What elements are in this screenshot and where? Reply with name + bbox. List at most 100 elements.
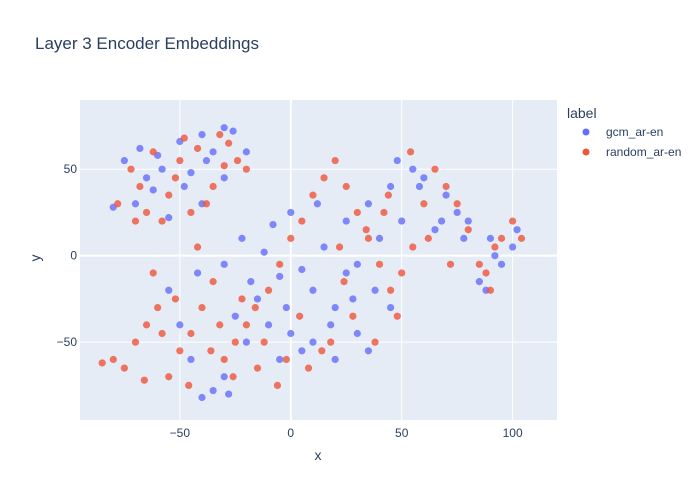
point-gcm_ar-en: [491, 252, 499, 260]
point-gcm_ar-en: [209, 148, 217, 156]
point-gcm_ar-en: [464, 217, 472, 225]
point-gcm_ar-en: [453, 208, 461, 217]
point-random_ar-en: [140, 376, 148, 384]
point-random_ar-en: [127, 165, 135, 173]
point-random_ar-en: [442, 182, 450, 191]
point-gcm_ar-en: [229, 127, 237, 135]
point-gcm_ar-en: [320, 243, 328, 251]
point-random_ar-en: [98, 359, 106, 367]
grid-lines: [80, 100, 557, 420]
point-random_ar-en: [349, 312, 357, 320]
legend-item-gcm_ar-en[interactable]: gcm_ar-en: [582, 125, 664, 139]
point-random_ar-en: [109, 355, 117, 364]
point-random_ar-en: [220, 162, 228, 170]
point-random_ar-en: [149, 148, 157, 156]
point-random_ar-en: [233, 156, 242, 165]
point-random_ar-en: [320, 174, 328, 182]
point-random_ar-en: [353, 208, 361, 217]
point-random_ar-en: [176, 347, 184, 355]
point-gcm_ar-en: [120, 156, 128, 165]
point-gcm_ar-en: [398, 217, 406, 225]
legend: label gcm_ar-en random_ar-en: [567, 105, 681, 159]
point-random_ar-en: [216, 321, 224, 329]
point-gcm_ar-en: [486, 234, 495, 242]
point-gcm_ar-en: [136, 144, 144, 153]
point-random_ar-en: [309, 191, 317, 199]
x-axis-title: x: [315, 447, 322, 463]
point-gcm_ar-en: [209, 386, 217, 395]
point-random_ar-en: [142, 208, 151, 217]
y-axis-title: y: [27, 255, 43, 262]
point-random_ar-en: [260, 338, 268, 346]
point-gcm_ar-en: [276, 272, 284, 281]
point-gcm_ar-en: [342, 217, 350, 225]
x-tick-label: 50: [395, 426, 409, 440]
point-random_ar-en: [198, 303, 206, 312]
point-random_ar-en: [231, 338, 239, 346]
point-gcm_ar-en: [309, 286, 317, 294]
point-gcm_ar-en: [327, 321, 335, 329]
point-random_ar-en: [229, 373, 237, 381]
point-random_ar-en: [207, 347, 215, 355]
point-gcm_ar-en: [431, 226, 439, 234]
point-gcm_ar-en: [415, 182, 424, 191]
points-layer: [98, 124, 526, 402]
point-random_ar-en: [171, 295, 179, 303]
legend-item-random_ar-en[interactable]: random_ar-en: [582, 145, 682, 159]
point-random_ar-en: [431, 165, 439, 173]
chart-title: Layer 3 Encoder Embeddings: [35, 34, 259, 53]
point-random_ar-en: [154, 303, 162, 312]
point-gcm_ar-en: [198, 130, 206, 139]
point-random_ar-en: [171, 174, 179, 182]
point-gcm_ar-en: [409, 165, 417, 173]
point-gcm_ar-en: [264, 321, 273, 329]
point-gcm_ar-en: [242, 148, 250, 156]
point-random_ar-en: [165, 373, 173, 381]
point-gcm_ar-en: [438, 217, 446, 225]
point-gcm_ar-en: [176, 321, 184, 329]
point-gcm_ar-en: [393, 156, 401, 165]
point-gcm_ar-en: [375, 234, 384, 242]
point-gcm_ar-en: [165, 214, 173, 222]
point-gcm_ar-en: [238, 234, 246, 242]
point-gcm_ar-en: [202, 156, 211, 165]
point-gcm_ar-en: [165, 286, 173, 294]
point-random_ar-en: [131, 217, 140, 225]
point-gcm_ar-en: [442, 191, 450, 199]
point-random_ar-en: [120, 364, 128, 372]
point-random_ar-en: [225, 139, 233, 147]
point-random_ar-en: [393, 312, 401, 320]
point-random_ar-en: [296, 312, 304, 320]
point-random_ar-en: [464, 226, 472, 234]
point-gcm_ar-en: [287, 208, 295, 217]
plot-area: [80, 100, 557, 420]
point-random_ar-en: [220, 355, 228, 364]
point-gcm_ar-en: [349, 295, 357, 303]
point-gcm_ar-en: [187, 355, 195, 364]
point-gcm_ar-en: [497, 260, 506, 268]
point-random_ar-en: [176, 156, 184, 165]
point-random_ar-en: [238, 295, 246, 303]
point-random_ar-en: [242, 321, 250, 329]
point-gcm_ar-en: [180, 182, 188, 191]
point-gcm_ar-en: [220, 174, 228, 182]
point-random_ar-en: [298, 217, 306, 225]
point-random_ar-en: [453, 200, 461, 208]
point-random_ar-en: [165, 191, 173, 199]
point-random_ar-en: [491, 243, 499, 251]
point-gcm_ar-en: [387, 303, 395, 312]
point-random_ar-en: [398, 269, 406, 277]
point-gcm_ar-en: [364, 347, 373, 355]
point-random_ar-en: [517, 234, 526, 242]
point-random_ar-en: [342, 182, 350, 191]
point-random_ar-en: [216, 130, 224, 139]
point-random_ar-en: [209, 182, 217, 191]
point-random_ar-en: [136, 182, 144, 191]
point-random_ar-en: [387, 286, 395, 294]
y-tick-label: −50: [57, 335, 78, 349]
point-gcm_ar-en: [220, 373, 228, 381]
point-random_ar-en: [253, 364, 262, 372]
y-tick-label: 0: [70, 249, 77, 263]
point-gcm_ar-en: [260, 248, 268, 256]
point-gcm_ar-en: [231, 312, 239, 320]
